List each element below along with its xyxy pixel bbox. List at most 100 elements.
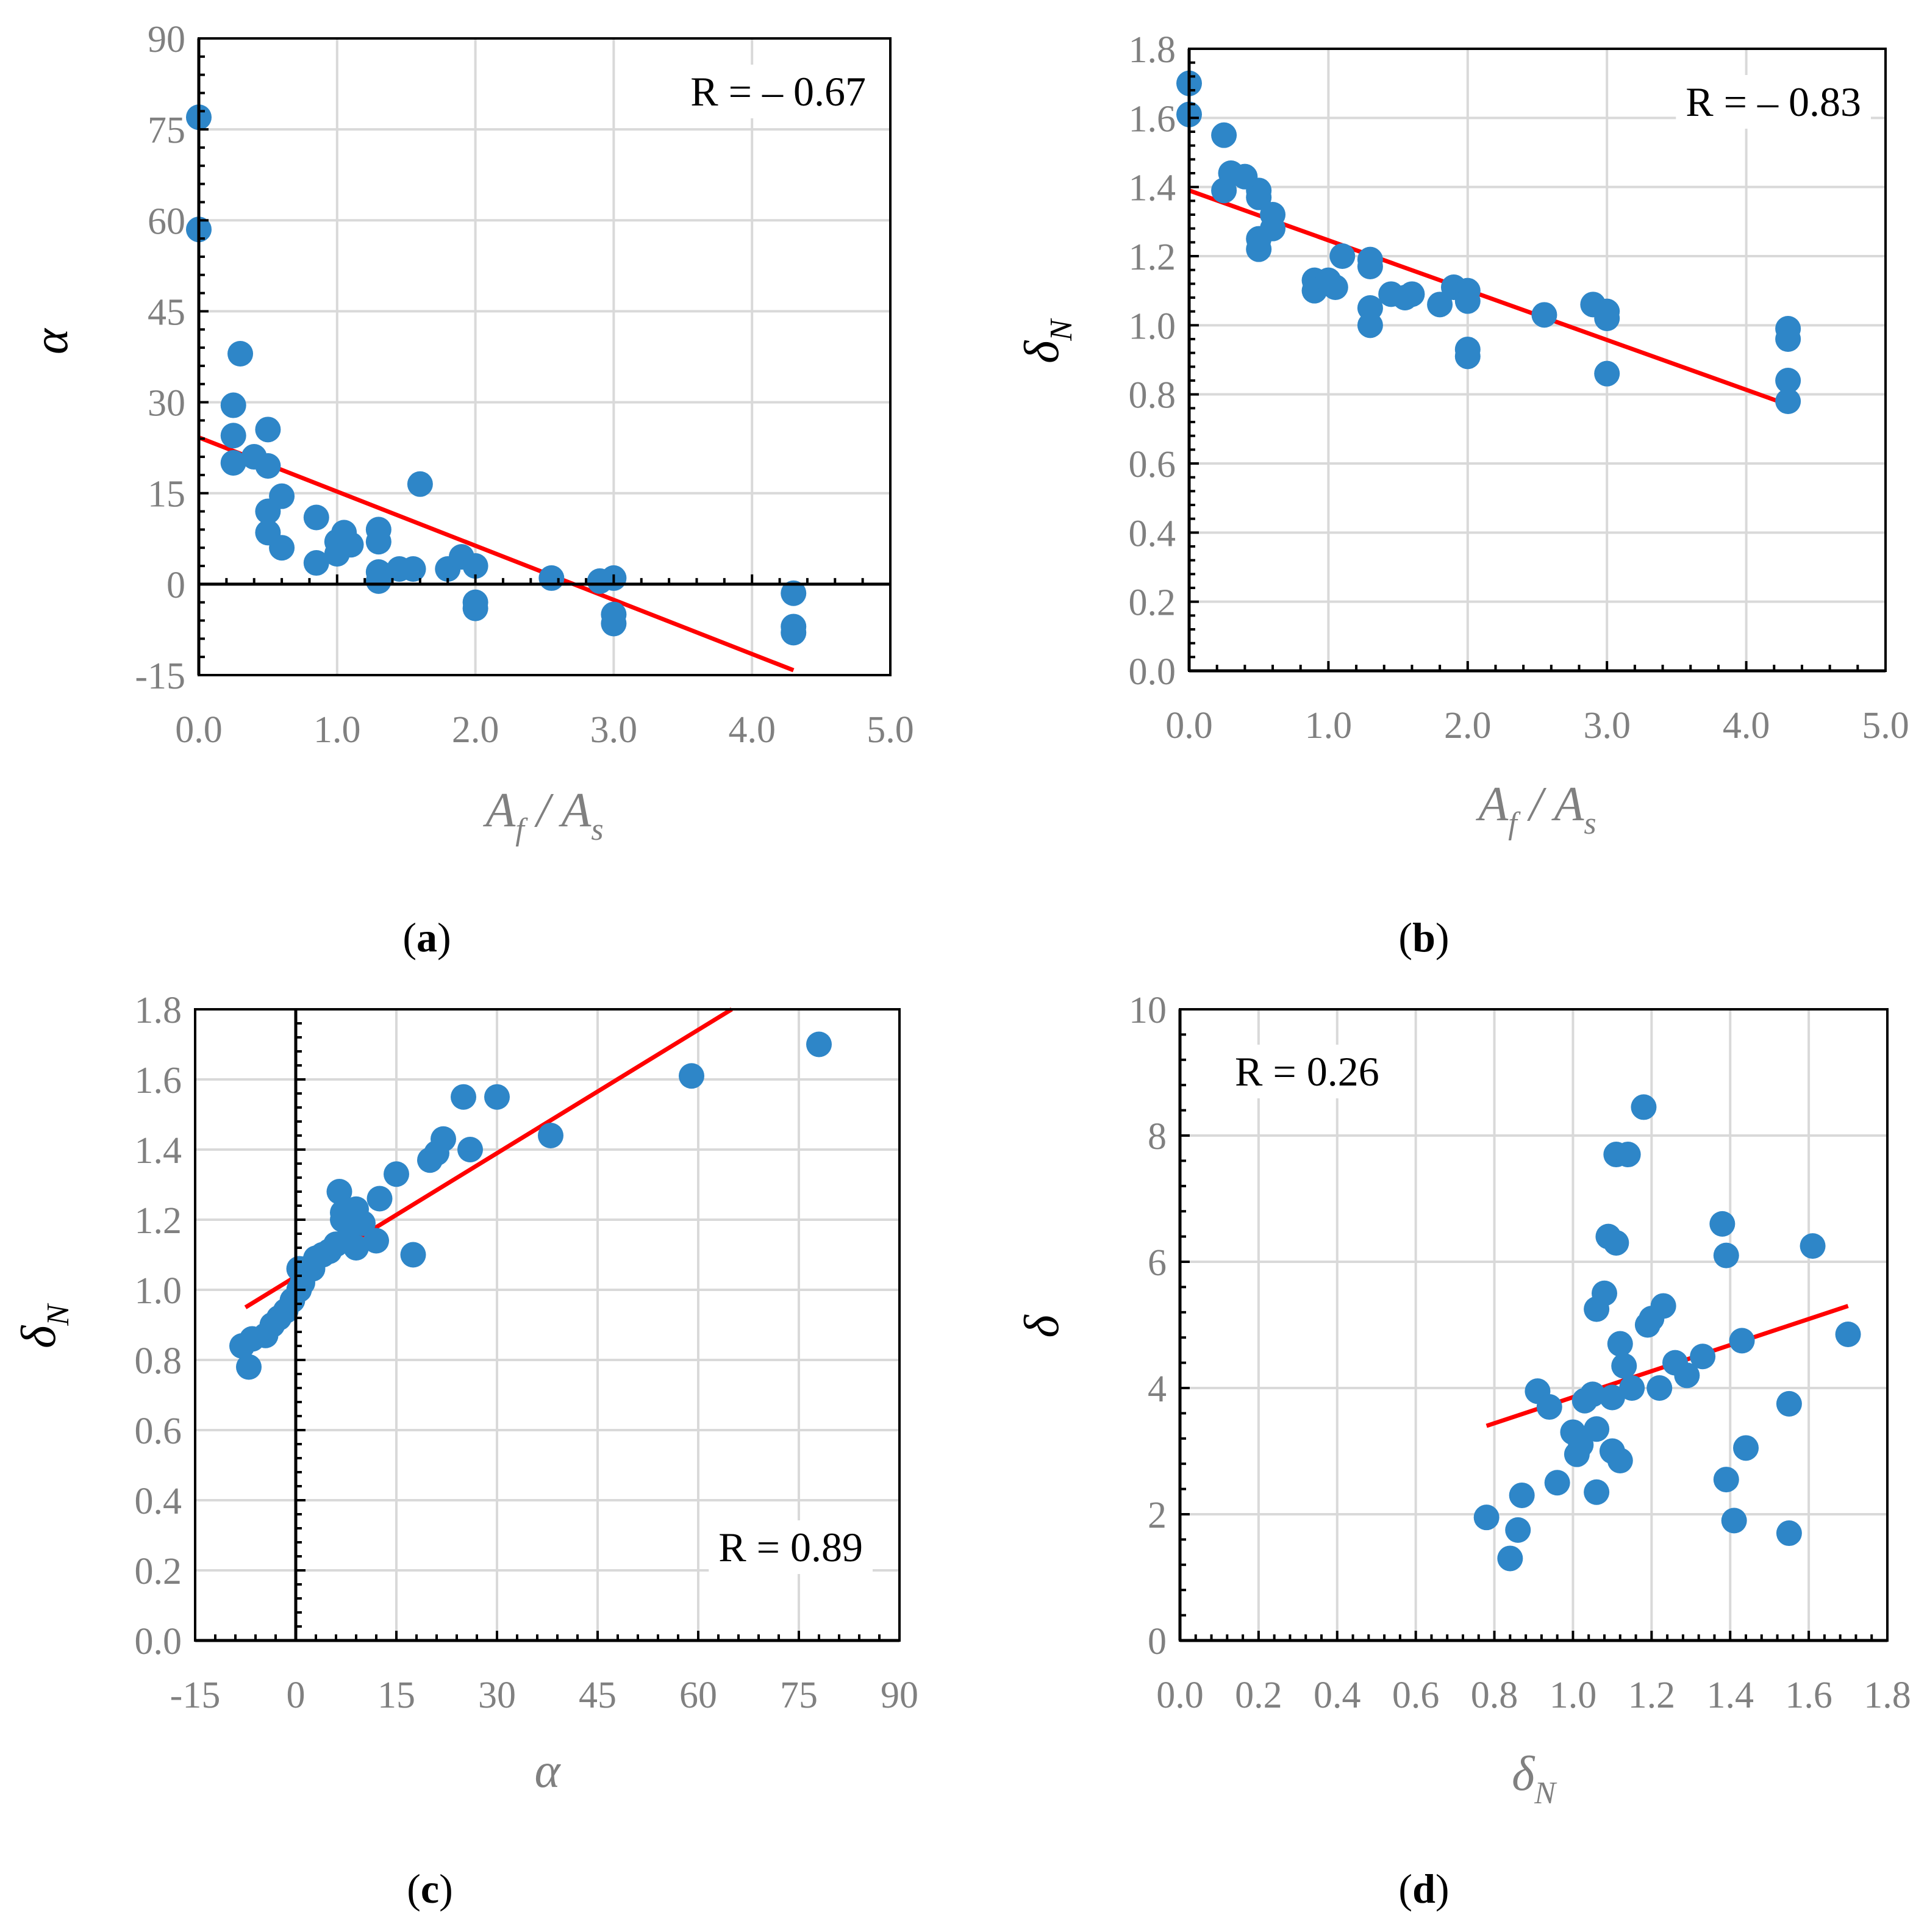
panel-b-data-point (1775, 388, 1801, 414)
panel-a-y-tick-label: 45 (148, 292, 185, 333)
panel-d-data-point (1473, 1504, 1500, 1531)
panel-a-fit-line (198, 435, 795, 673)
panel-c-x-tick-label: 15 (377, 1675, 415, 1716)
panel-b-y-tick-label: 0.8 (1129, 375, 1176, 417)
panel-a-x-tick-label: 0.0 (175, 709, 223, 751)
panel-a-data-point (462, 553, 488, 579)
panel-d-y-tick-label: 6 (1148, 1242, 1167, 1284)
panel-b-x-tick-label: 0.0 (1165, 705, 1213, 746)
panel-a-data-point (781, 580, 807, 606)
panel-a-x-tick-label: 2.0 (452, 709, 499, 751)
panel-a-y-tick-label: -15 (135, 656, 185, 697)
panel-c-data-point (343, 1235, 369, 1261)
panel-c-tick-labels: 0.0 0.2 0.4 0.6 0.8 1.0 1.2 1.4 1.6 1.8 -15 0 15 30 45… (135, 990, 919, 1716)
panel-a-data-point (400, 556, 426, 582)
panel-a-y-tick-label: 30 (148, 383, 185, 424)
panel-b-tick-labels: 0.0 0.2 0.4 0.6 0.8 1.0 1.2 1.4 1.6 1.8 0.0 1.0 2.0 3… (1129, 29, 1909, 746)
panel-c-label-letter: c (421, 1866, 439, 1912)
panel-b-x-tick-label: 5.0 (1862, 705, 1909, 746)
panel-c-y-axis-title: δN (12, 1303, 76, 1348)
panel-c-y-tick-label: 0.8 (135, 1340, 182, 1382)
panel-b-x-tick-label: 1.0 (1305, 705, 1353, 746)
panel-d-x-tick-label: 0.8 (1471, 1675, 1518, 1716)
panel-b-y-tick-label: 0.2 (1129, 582, 1176, 624)
panel-b-r-value: R = – 0.83 (1686, 79, 1861, 125)
panel-a-r-value: R = – 0.67 (690, 68, 866, 115)
panel-a-data-point (269, 535, 295, 561)
panel-a-data-point (269, 483, 295, 509)
panel-b-data-point (1322, 274, 1348, 300)
panel-a-r-backdrop (681, 65, 876, 118)
panel-d-data-point (1721, 1508, 1747, 1534)
panel-d-x-tick-label: 0.0 (1156, 1675, 1204, 1716)
panel-c-data-point (384, 1161, 409, 1187)
panel-a-x-title-sub2: s (591, 812, 603, 847)
panel-c-x-tick-label: 30 (478, 1675, 516, 1716)
panel-d-x-title-main: δ (1512, 1747, 1536, 1801)
panel-d-data-point (1599, 1384, 1625, 1411)
panel-b-frame (1188, 48, 1887, 672)
panel-d-x-tick-label: 1.0 (1550, 1675, 1597, 1716)
panel-c-data-point (350, 1210, 376, 1236)
panel-b: 0.0 0.2 0.4 0.6 0.8 1.0 1.2 1.4 1.6 1.8 0.0 1.0 2.0 3… (1015, 29, 1909, 961)
panel-c-x-axis-title: α (535, 1744, 562, 1798)
panel-b-data-point (1211, 122, 1237, 148)
panel-a-y-tick-label: 0 (166, 565, 185, 606)
panel-a-y-axis-title: α (24, 327, 78, 354)
panel-c-y-title-sub: N (41, 1303, 76, 1326)
panel-b-label: (b) (1398, 914, 1449, 961)
panel-c-x-tick-label: 90 (881, 1675, 918, 1716)
panel-c-y-tick-label: 1.6 (135, 1060, 182, 1101)
panel-b-fit-line (1188, 188, 1789, 407)
panel-c-y-tick-label: 1.8 (135, 990, 182, 1031)
panel-b-x-title-sub2: s (1584, 806, 1596, 841)
panel-b-y-tick-label: 1.4 (1129, 168, 1176, 209)
panel-c-y-title-main: δ (12, 1325, 66, 1348)
panel-d-y-tick-label: 2 (1148, 1495, 1167, 1536)
panel-d-x-tick-label: 0.6 (1392, 1675, 1440, 1716)
panel-b-data-point (1246, 236, 1272, 262)
panel-c-data-point (236, 1354, 262, 1380)
panel-d-x-tick-label: 1.2 (1628, 1675, 1676, 1716)
panel-c-data-point (431, 1126, 456, 1152)
panel-b-y-tick-label: 0.4 (1129, 513, 1176, 554)
panel-d-data-point (1615, 1142, 1641, 1168)
panel-b-x-tick-label: 3.0 (1583, 705, 1631, 746)
panel-a-data-point (538, 565, 565, 591)
panel-a-label: (a) (402, 914, 451, 961)
panel-d: 0 2 4 6 8 10 0.0 0.2 0.4 0.6 0.8 1.0 1.2 1.4 1.6 1.8 R … (1015, 990, 1911, 1912)
panel-d-y-tick-label: 4 (1148, 1368, 1167, 1410)
panel-b-y-tick-label: 0.6 (1129, 444, 1176, 485)
panel-c-r-backdrop (709, 1520, 873, 1574)
panel-b-grid (1189, 48, 1887, 671)
panel-d-x-tick-label: 0.2 (1235, 1675, 1282, 1716)
panel-c-y-tick-label: 1.0 (135, 1270, 182, 1312)
panel-a-data-point (227, 341, 254, 367)
panel-b-data-point (1775, 368, 1801, 393)
panel-d-r-backdrop (1225, 1045, 1389, 1098)
panel-c-data-point (538, 1123, 563, 1148)
panel-d-data-point (1713, 1242, 1739, 1268)
panel-b-data-point (1427, 292, 1453, 318)
panel-a-x-axis-title: Af / As (482, 784, 603, 847)
panel-a-data-point (338, 532, 364, 558)
panel-d-data-point (1690, 1343, 1716, 1370)
panel-b-data-point (1357, 254, 1383, 279)
panel-b-data-point (1594, 306, 1620, 331)
panel-c-data-point (326, 1179, 352, 1204)
panel-d-data-point (1584, 1479, 1610, 1505)
panel-d-data-point (1800, 1233, 1826, 1259)
panel-c-y-tick-label: 0.2 (135, 1551, 182, 1592)
panel-d-x-tick-label: 0.4 (1314, 1675, 1361, 1716)
panel-a-data-point (365, 568, 391, 594)
panel-a-tick-labels: -15 0 15 30 45 60 75 90 0.0 1.0 2.0 3.0 4.0 5.0 (135, 19, 913, 751)
panel-a-y-title-main: α (24, 327, 78, 354)
panel-b-x-tick-label: 4.0 (1723, 705, 1770, 746)
panel-a-y-tick-label: 15 (148, 474, 185, 515)
panel-d-y-tick-label: 0 (1148, 1621, 1167, 1662)
panel-a-data-point (303, 504, 329, 531)
panel-d-x-axis-title: δN (1512, 1747, 1557, 1811)
panel-a-y-tick-label: 60 (148, 201, 185, 242)
panel-b-fit (1188, 188, 1789, 407)
